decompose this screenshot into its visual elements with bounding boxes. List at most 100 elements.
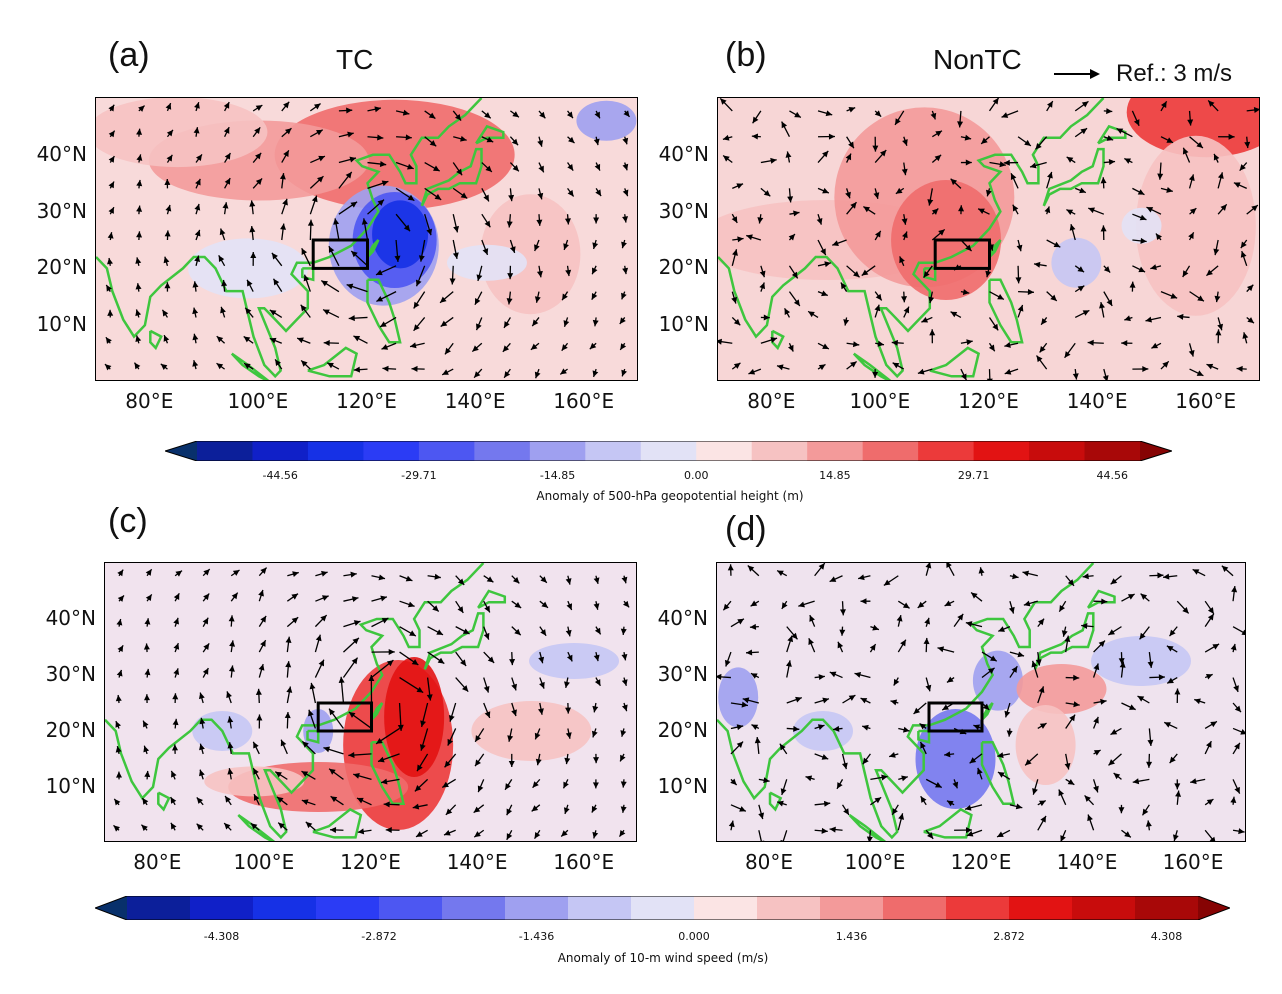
wind-vector-head — [1196, 370, 1204, 376]
wind-vector-head — [1234, 705, 1242, 713]
anomaly-contour — [446, 244, 527, 281]
wind-vector-head — [1106, 108, 1113, 115]
wind-vector-head — [203, 593, 210, 601]
colorbar-tick-label: 0.000 — [678, 930, 710, 943]
wind-vector-head — [903, 306, 910, 314]
wind-vector-head — [751, 724, 759, 731]
wind-vector-head — [1164, 722, 1171, 728]
wind-vector-head — [444, 829, 451, 836]
wind-vector-head — [1241, 629, 1245, 635]
wind-vector-head — [432, 165, 440, 172]
wind-vector-head — [863, 206, 871, 213]
wind-vector-head — [1240, 251, 1247, 258]
wind-vector-head — [486, 136, 494, 143]
wind-vector-head — [255, 178, 263, 185]
wind-vector-head — [1253, 107, 1259, 114]
coastline — [980, 702, 994, 721]
wind-vector-head — [1113, 772, 1121, 780]
wind-vector-head — [483, 194, 489, 202]
wind-vector-head — [1209, 836, 1216, 841]
anomaly-contour — [972, 650, 1023, 711]
wind-vector-head — [136, 231, 143, 238]
wind-vector-head — [461, 685, 469, 692]
wind-vector-head — [927, 199, 934, 206]
wind-vector-head — [457, 578, 465, 585]
wind-vector-head — [255, 105, 263, 111]
wind-vector-head — [1004, 368, 1012, 375]
wind-vector-head — [1205, 673, 1213, 680]
wind-vector-head — [902, 231, 908, 239]
wind-vector-head — [456, 168, 463, 176]
wind-vector-head — [166, 154, 173, 162]
lon-tick-label: 120°E — [336, 389, 397, 413]
wind-vector-head — [255, 688, 262, 695]
wind-vector-head — [353, 772, 360, 779]
coastline — [980, 740, 1016, 806]
wind-vector-head — [403, 224, 410, 232]
anomaly-contour — [1051, 237, 1102, 288]
wind-vector-head — [720, 98, 727, 105]
wind-vector-head — [742, 697, 750, 704]
wind-vector-head — [376, 296, 384, 302]
wind-vector-head — [620, 781, 627, 788]
wind-vector-head — [921, 317, 929, 323]
wind-vector-head — [1067, 778, 1075, 785]
wind-vector-head — [442, 369, 449, 375]
wind-vector-head — [357, 828, 365, 835]
wind-vector-head — [163, 335, 170, 342]
wind-vector-head — [620, 806, 627, 813]
wind-vector-head — [1066, 156, 1074, 163]
wind-vector-head — [1129, 281, 1136, 288]
wind-vector-head — [1128, 704, 1136, 710]
wind-vector-head — [512, 111, 519, 118]
wind-vector-head — [791, 271, 798, 279]
wind-vector-head — [874, 304, 881, 312]
wind-vector-head — [346, 283, 354, 290]
wind-vector-head — [593, 577, 600, 584]
wind-vector-head — [1041, 318, 1048, 325]
wind-vector-head — [902, 726, 910, 733]
wind-vector-head — [841, 762, 848, 770]
wind-vector-head — [484, 112, 491, 119]
wind-vector-head — [1160, 101, 1167, 109]
wind-vector-head — [353, 335, 361, 342]
wind-vector-head — [1150, 264, 1157, 271]
wind-vector-head — [1197, 295, 1204, 302]
wind-vector-head — [1022, 570, 1030, 577]
wind-vector-head — [1234, 742, 1240, 750]
wind-vector-head — [821, 290, 828, 297]
wind-vector-head — [988, 667, 995, 674]
wind-vector-head — [816, 217, 823, 225]
wind-vector-head — [866, 836, 873, 841]
wind-vector-head — [723, 155, 730, 162]
wind-vector-head — [1035, 142, 1042, 150]
wind-vector-head — [194, 102, 200, 109]
wind-vector-head — [504, 371, 511, 378]
wind-vector-head — [1175, 790, 1182, 797]
coastline — [420, 147, 483, 207]
wind-vector-head — [1081, 623, 1088, 630]
wind-vector-head — [327, 362, 334, 369]
wind-vector-head — [194, 255, 201, 263]
wind-vector-head — [961, 373, 967, 380]
wind-vector-head — [452, 252, 459, 259]
wind-vector-head — [509, 658, 516, 666]
wind-vector-head — [1039, 345, 1046, 353]
wind-vector-head — [253, 741, 259, 749]
wind-vector-head — [254, 127, 261, 134]
wind-vector-head — [1155, 233, 1162, 241]
wind-vector-head — [1077, 285, 1085, 292]
panel-b-title: NonTC — [933, 44, 1022, 75]
wind-vector-head — [260, 615, 267, 623]
wind-vector-head — [350, 201, 358, 208]
wind-vector-head — [475, 759, 481, 767]
panel-d-letter: (d) — [725, 510, 767, 548]
wind-vector-head — [724, 659, 731, 667]
wind-vector-head — [1217, 323, 1224, 331]
wind-vector-head — [1066, 209, 1074, 216]
wind-vector-head — [566, 654, 573, 662]
coastline — [149, 329, 163, 351]
wind-vector-head — [997, 752, 1004, 759]
wind-vector-head — [329, 768, 336, 775]
wind-vector-head — [444, 347, 451, 355]
